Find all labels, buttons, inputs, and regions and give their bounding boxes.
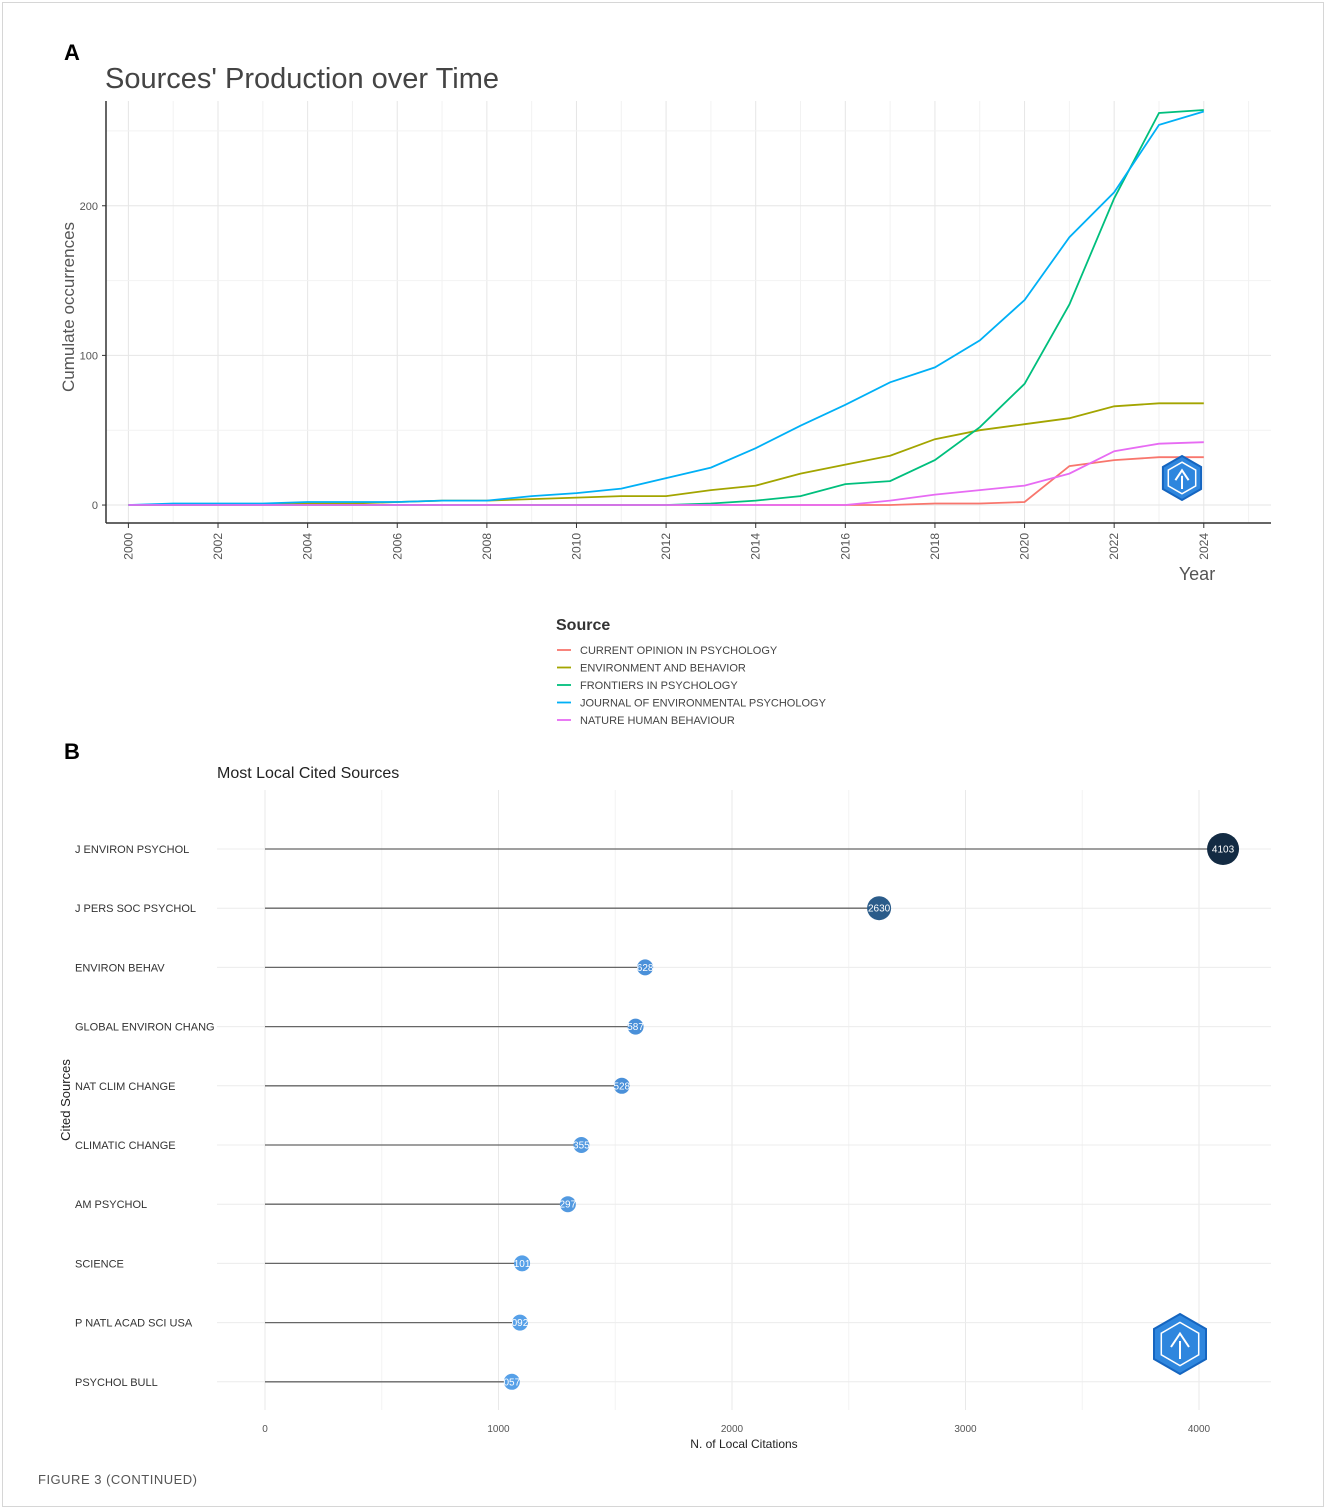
value-label: 2630 xyxy=(868,904,891,915)
value-label: 297 xyxy=(560,1200,577,1211)
category-label: J ENVIRON PSYCHOL xyxy=(75,844,189,856)
figure-caption: FIGURE 3 (CONTINUED) xyxy=(38,1472,198,1487)
logo-inner-hexagon xyxy=(1167,461,1197,495)
lollipop-dot xyxy=(573,1137,590,1153)
logo-roof xyxy=(1174,468,1190,481)
x-tick-label: 3000 xyxy=(954,1424,977,1435)
panel-a-label: A xyxy=(64,40,80,65)
lollipop-dot xyxy=(514,1255,531,1272)
lollipop-dot xyxy=(559,1196,576,1213)
x-tick-label: 2016 xyxy=(838,533,852,560)
y-tick-label: 100 xyxy=(80,350,98,362)
x-tick-label: 2010 xyxy=(569,533,583,560)
local-cited-sources-chart: Most Local Cited Sources J ENVIRON PSYCHO… xyxy=(58,765,1271,1451)
lollipop-dot xyxy=(1207,833,1240,865)
x-tick-label: 2000 xyxy=(721,1424,744,1435)
x-axis-title: N. of Local Citations xyxy=(690,1437,797,1451)
x-tick-label: 2018 xyxy=(928,533,942,560)
panel-b-label: B xyxy=(64,739,80,764)
bibliometrix-logo-b xyxy=(1153,1312,1207,1376)
lollipop-dot xyxy=(503,1373,520,1390)
x-tick-label: 2006 xyxy=(390,533,404,560)
category-label: SCIENCE xyxy=(75,1258,124,1270)
x-tick-label: 0 xyxy=(262,1424,268,1435)
logo-roof xyxy=(1170,1331,1190,1348)
lollipop-dot xyxy=(613,1077,630,1094)
logo-inner-hexagon xyxy=(1160,1321,1200,1367)
x-tick-label: 2012 xyxy=(659,533,673,560)
chart-a-title: Sources' Production over Time xyxy=(105,63,499,95)
category-label: ENVIRON BEHAV xyxy=(75,962,165,974)
category-label: CLIMATIC CHANGE xyxy=(75,1140,176,1152)
legend-title: Source xyxy=(556,617,610,634)
value-label: 092 xyxy=(512,1318,529,1329)
y-axis-title: Cited Sources xyxy=(58,1059,73,1141)
x-tick-label: 2014 xyxy=(749,533,763,560)
value-label: 528 xyxy=(613,1081,630,1092)
value-label: 628 xyxy=(637,963,654,974)
x-tick-label: 2000 xyxy=(121,533,135,560)
value-label: 587 xyxy=(627,1022,644,1033)
chart-b-title: Most Local Cited Sources xyxy=(217,765,399,782)
category-label: PSYCHOL BULL xyxy=(75,1377,158,1389)
legend-label-4: JOURNAL OF ENVIRONMENTAL PSYCHOLOGY xyxy=(580,698,827,710)
sources-production-chart: Sources' Production over Time 0 100 200 2000… xyxy=(59,63,1271,727)
x-tick-label: 4000 xyxy=(1188,1424,1211,1435)
x-tick-label: 2004 xyxy=(301,533,315,560)
y-axis-title: Cumulate occurrences xyxy=(59,222,78,392)
legend-label-1: CURRENT OPINION IN PSYCHOLOGY xyxy=(580,645,778,657)
y-tick-label: 200 xyxy=(80,201,98,213)
lollipop-dot xyxy=(637,959,654,976)
value-label: 101 xyxy=(514,1259,531,1270)
x-tick-label: 2008 xyxy=(480,533,494,560)
bibliometrix-logo-a xyxy=(1161,454,1203,502)
category-label: NAT CLIM CHANGE xyxy=(75,1081,175,1093)
category-label: J PERS SOC PSYCHOL xyxy=(75,903,196,915)
category-label: GLOBAL ENVIRON CHANG xyxy=(75,1022,215,1034)
series-line-4 xyxy=(128,110,1205,506)
x-tick-label: 2002 xyxy=(211,533,225,560)
value-label: 4103 xyxy=(1212,845,1235,856)
x-tick-label: 1000 xyxy=(487,1424,510,1435)
value-label: 355 xyxy=(573,1141,590,1152)
legend-label-2: ENVIRONMENT AND BEHAVIOR xyxy=(580,663,746,675)
x-axis-title: Year xyxy=(1179,564,1215,584)
x-tick-label: 2022 xyxy=(1107,533,1121,560)
lollipop-dot xyxy=(511,1314,528,1331)
legend-label-3: FRONTIERS IN PSYCHOLOGY xyxy=(580,680,738,692)
value-label: 057 xyxy=(503,1377,520,1388)
y-tick-label: 0 xyxy=(92,500,98,512)
category-label: P NATL ACAD SCI USA xyxy=(75,1318,193,1330)
series-line-5 xyxy=(128,441,1204,506)
legend-label-5: NATURE HUMAN BEHAVIOUR xyxy=(580,715,735,727)
x-tick-label: 2024 xyxy=(1197,533,1211,560)
category-label: AM PSYCHOL xyxy=(75,1199,147,1211)
lollipop-dot xyxy=(867,896,892,921)
series-line-2 xyxy=(128,402,1204,506)
x-tick-label: 2020 xyxy=(1018,533,1032,560)
lollipop-dot xyxy=(627,1018,644,1035)
